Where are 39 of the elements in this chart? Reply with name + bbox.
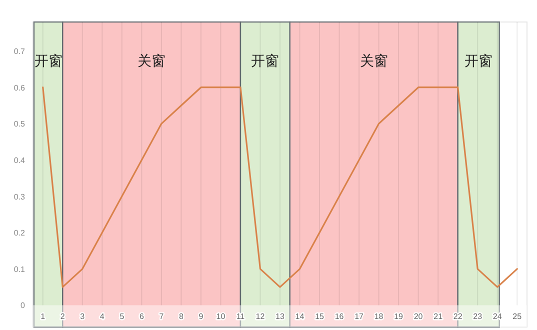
- line-series: [42, 86, 518, 288]
- x-tick-label: 16: [334, 312, 344, 322]
- x-tick-label: 10: [216, 312, 226, 322]
- y-tick-label: 0.5: [14, 120, 26, 129]
- x-tick-label: 2: [60, 312, 66, 322]
- x-tick-label: 17: [354, 312, 364, 322]
- band-label: 开窗: [34, 52, 62, 69]
- x-tick-label: 4: [100, 312, 105, 322]
- y-tick-label: 0.4: [14, 156, 26, 165]
- x-tick-label: 18: [374, 312, 384, 322]
- x-tick-label: 22: [453, 312, 463, 322]
- x-tick-label: 12: [256, 312, 266, 322]
- x-tick-label: 25: [512, 312, 522, 322]
- x-tick-label: 19: [394, 312, 404, 322]
- x-tick-label: 23: [473, 312, 483, 322]
- y-tick-label: 0: [20, 301, 26, 310]
- x-tick-label: 1: [40, 312, 46, 322]
- x-tick-label: 15: [315, 312, 325, 322]
- x-tick-label: 6: [139, 312, 144, 322]
- y-tick-label: 0.7: [14, 47, 26, 56]
- x-tick-label: 9: [198, 312, 204, 322]
- y-tick-label: 0.6: [14, 83, 26, 92]
- x-tick-label: 11: [236, 312, 246, 322]
- band-label: 开窗: [251, 52, 280, 69]
- x-tick-label: 3: [80, 312, 86, 322]
- x-tick-label: 21: [434, 312, 444, 322]
- x-tick-label: 20: [414, 312, 424, 322]
- x-tick-label: 8: [178, 312, 184, 322]
- x-tick-label: 24: [492, 312, 502, 322]
- y-tick-label: 0.2: [14, 228, 26, 238]
- x-tick-label: 13: [276, 312, 285, 322]
- x-tick-label: 14: [295, 312, 305, 322]
- y-tick-label: 0.1: [14, 264, 26, 274]
- band-label: 关窗: [138, 52, 166, 69]
- band-label: 关窗: [360, 52, 388, 69]
- x-tick-label: 7: [159, 312, 164, 322]
- y-tick-label: 0.3: [14, 192, 26, 202]
- x-tick-label: 5: [120, 312, 125, 322]
- band-label: 开窗: [464, 52, 493, 69]
